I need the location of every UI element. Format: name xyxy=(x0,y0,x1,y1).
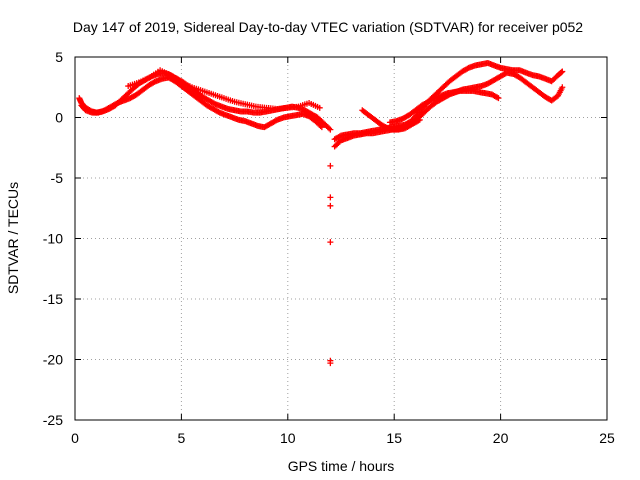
chart-title: Day 147 of 2019, Sidereal Day-to-day VTE… xyxy=(73,19,583,35)
data-point xyxy=(416,116,423,123)
x-tick-labels: 0 5 10 15 20 25 xyxy=(71,430,615,446)
data-point xyxy=(327,126,334,133)
x-tick-label: 5 xyxy=(178,430,186,446)
x-tick-label: 25 xyxy=(599,430,615,446)
data-point xyxy=(327,194,334,201)
x-tick-label: 10 xyxy=(280,430,296,446)
y-tick-labels: 5 0 -5 -10 -15 -20 -25 xyxy=(43,49,63,428)
data-point xyxy=(317,122,324,129)
y-tick-label: -20 xyxy=(43,352,63,368)
grid-lines xyxy=(75,57,607,420)
data-point xyxy=(327,162,334,169)
y-tick-label: -10 xyxy=(43,231,63,247)
x-tick-label: 20 xyxy=(493,430,509,446)
data-point xyxy=(327,239,334,246)
data-point xyxy=(494,94,501,101)
x-tick-label: 15 xyxy=(386,430,402,446)
data-point xyxy=(558,69,565,76)
y-tick-label: -5 xyxy=(51,170,64,186)
y-axis-label: SDTVAR / TECUs xyxy=(5,182,21,294)
plot-frame xyxy=(74,56,608,421)
data-point xyxy=(316,104,323,111)
data-point xyxy=(559,68,566,75)
data-point xyxy=(318,124,325,131)
y-tick-label: 5 xyxy=(55,49,63,65)
x-tick-label: 0 xyxy=(71,430,79,446)
y-tick-label: -15 xyxy=(43,291,63,307)
x-axis-label: GPS time / hours xyxy=(288,458,395,474)
data-point xyxy=(327,360,334,367)
data-point xyxy=(559,84,566,91)
data-point xyxy=(415,117,422,124)
data-point xyxy=(326,125,333,132)
y-tick-label: -25 xyxy=(43,412,63,428)
data-point xyxy=(327,202,334,209)
y-tick-label: 0 xyxy=(55,110,63,126)
data-points xyxy=(76,60,566,367)
data-point xyxy=(495,95,502,102)
